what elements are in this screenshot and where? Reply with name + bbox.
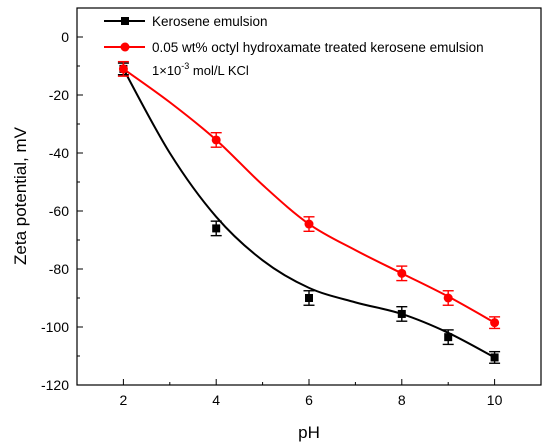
y-tick-label: -120 xyxy=(41,377,69,393)
data-point xyxy=(304,219,314,229)
y-tick-label: 0 xyxy=(61,29,69,45)
data-point xyxy=(490,318,500,328)
data-point xyxy=(118,64,128,74)
y-tick-label: -40 xyxy=(49,145,69,161)
legend-label-kerosene: Kerosene emulsion xyxy=(152,14,268,29)
series-fit-line xyxy=(122,68,496,324)
data-point xyxy=(305,294,313,302)
legend-item-kerosene: Kerosene emulsion xyxy=(104,14,268,29)
series-fit-line xyxy=(122,68,496,359)
series-1 xyxy=(117,60,501,330)
series-layer xyxy=(117,60,501,364)
legend-marker-kerosene xyxy=(121,17,129,25)
plot-frame xyxy=(76,7,542,386)
x-tick-label: 4 xyxy=(212,392,220,408)
kcl-annotation: 1×10-3 mol/L KCl xyxy=(152,61,249,78)
data-point xyxy=(397,309,406,318)
data-point xyxy=(443,293,453,303)
legend-marker-treated xyxy=(120,42,130,52)
y-tick-label: -20 xyxy=(49,87,69,103)
x-tick-label: 8 xyxy=(398,392,406,408)
kcl-annotation-exponent: -3 xyxy=(181,61,189,71)
x-tick-label: 2 xyxy=(120,392,128,408)
y-tick-label: -100 xyxy=(41,319,69,335)
data-point xyxy=(211,135,221,145)
data-point xyxy=(490,353,499,362)
legend: Kerosene emulsion 0.05 wt% octyl hydroxa… xyxy=(104,14,484,55)
y-tick-label: -60 xyxy=(49,203,69,219)
kcl-annotation-suffix: mol/L KCl xyxy=(189,63,249,78)
y-tick-label: -80 xyxy=(49,261,69,277)
x-tick-label: 10 xyxy=(487,392,503,408)
kcl-annotation-prefix: 1×10 xyxy=(152,63,181,78)
legend-item-treated: 0.05 wt% octyl hydroxamate treated keros… xyxy=(104,40,484,55)
axes-layer: 2 4 6 8 10 0 -20 -40 -60 -80 -100 -120 xyxy=(41,29,542,408)
x-tick-label: 6 xyxy=(305,392,313,408)
legend-label-treated: 0.05 wt% octyl hydroxamate treated keros… xyxy=(152,40,484,55)
y-axis-title: Zeta potential, mV xyxy=(11,126,30,265)
x-axis-title: pH xyxy=(298,423,320,442)
data-point xyxy=(444,333,453,342)
data-point xyxy=(212,224,221,233)
data-point xyxy=(397,268,407,278)
series-0 xyxy=(117,62,501,364)
